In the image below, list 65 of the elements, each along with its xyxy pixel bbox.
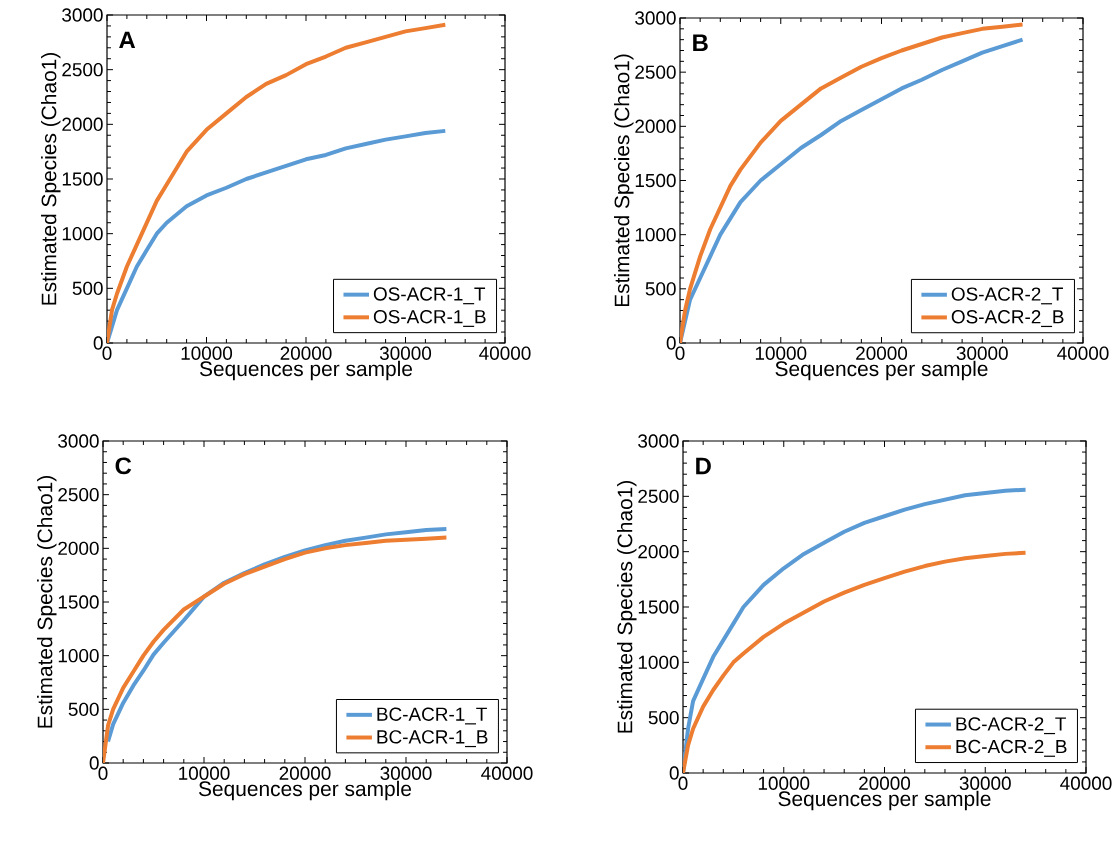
x-tick-label: 0 bbox=[102, 346, 112, 360]
x-tick-label: 10000 bbox=[181, 346, 233, 360]
y-tick-label: 0 bbox=[89, 756, 99, 770]
y-tick-label: 500 bbox=[648, 710, 679, 725]
x-tick-label: 40000 bbox=[1060, 776, 1112, 790]
x-tick-label: 10000 bbox=[755, 346, 807, 360]
legend-label: BC-ACR-1_T bbox=[377, 707, 487, 725]
x-tick-label: 30000 bbox=[380, 766, 432, 780]
y-tick-label: 2500 bbox=[62, 62, 103, 77]
x-tick-label: 20000 bbox=[280, 346, 332, 360]
x-tick-label: 20000 bbox=[859, 776, 911, 790]
y-tick-label: 2000 bbox=[58, 541, 99, 556]
y-tick-label: 3000 bbox=[638, 434, 679, 448]
x-tick-label: 30000 bbox=[959, 776, 1011, 790]
x-tick-label: 10000 bbox=[758, 776, 810, 790]
y-tick-label: 0 bbox=[93, 336, 103, 350]
y-tick-label: 2000 bbox=[635, 119, 676, 134]
y-tick-label: 1000 bbox=[62, 226, 103, 241]
y-tick-label: 1500 bbox=[638, 600, 679, 614]
x-tick-label: 10000 bbox=[179, 766, 230, 780]
y-tick-label: 500 bbox=[68, 702, 99, 717]
x-tick-label: 40000 bbox=[479, 346, 531, 360]
x-axis-title: Sequences per sample bbox=[199, 360, 413, 381]
text: C bbox=[115, 457, 132, 475]
x-tick-label: 0 bbox=[678, 776, 688, 790]
y-tick-label: 500 bbox=[645, 282, 676, 296]
y-axis-title: Estimated Species (Chao1) bbox=[37, 476, 57, 728]
x-axis-title: Sequences per sample bbox=[198, 780, 412, 801]
legend-label: OS-ACR-1_B bbox=[373, 309, 486, 327]
y-tick-label: 1000 bbox=[638, 655, 679, 670]
text: A bbox=[119, 31, 136, 49]
y-tick-label: 3000 bbox=[635, 11, 676, 25]
legend-label: BC-ACR-2_B bbox=[956, 739, 1067, 757]
legend-label: OS-ACR-2_B bbox=[951, 310, 1064, 328]
y-tick-label: 3000 bbox=[62, 8, 103, 22]
y-tick-label: 1500 bbox=[62, 172, 103, 186]
y-tick-label: 500 bbox=[72, 281, 103, 296]
y-tick-label: 2500 bbox=[58, 487, 99, 502]
y-tick-label: 1000 bbox=[635, 227, 676, 242]
x-tick-label: 40000 bbox=[1057, 346, 1109, 360]
x-tick-label: 20000 bbox=[856, 346, 908, 360]
x-axis-title: Sequences per sample bbox=[778, 790, 991, 811]
y-axis-title: Estimated Species (Chao1) bbox=[41, 53, 61, 305]
legend-label: OS-ACR-1_T bbox=[373, 287, 486, 305]
text: D bbox=[696, 457, 711, 475]
y-axis-title: Estimated Species (Chao1) bbox=[617, 481, 637, 733]
legend-label: BC-ACR-1_B bbox=[377, 730, 488, 748]
y-axis-title: Estimated Species (Chao1) bbox=[614, 54, 634, 307]
x-tick-label: 30000 bbox=[379, 346, 432, 360]
y-tick-label: 2000 bbox=[62, 117, 103, 132]
y-tick-label: 2500 bbox=[638, 489, 679, 504]
y-tick-label: 1500 bbox=[635, 173, 676, 188]
y-tick-label: 1000 bbox=[58, 648, 99, 663]
x-axis-title: Sequences per sample bbox=[775, 360, 988, 381]
legend-label: BC-ACR-2_T bbox=[956, 717, 1066, 735]
y-tick-label: 2000 bbox=[638, 544, 679, 559]
y-tick-label: 2500 bbox=[635, 65, 676, 79]
x-tick-label: 20000 bbox=[279, 766, 331, 780]
y-tick-label: 3000 bbox=[58, 434, 99, 448]
y-tick-label: 1500 bbox=[58, 595, 99, 609]
text: B bbox=[693, 34, 708, 51]
x-tick-label: 30000 bbox=[956, 346, 1008, 360]
y-tick-label: 0 bbox=[666, 336, 676, 350]
legend-label: OS-ACR-2_T bbox=[951, 287, 1063, 305]
x-tick-label: 40000 bbox=[481, 766, 533, 780]
